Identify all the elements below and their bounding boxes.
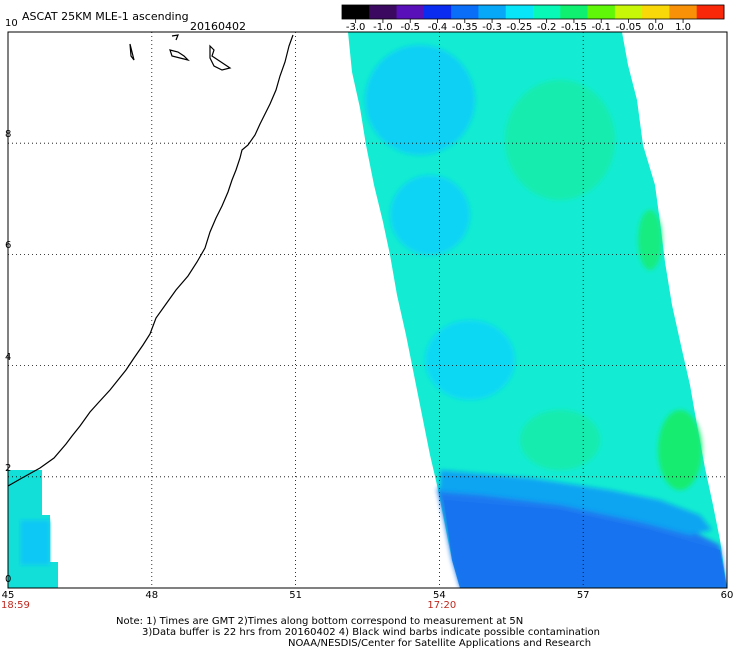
colorbar — [341, 4, 725, 20]
green-patch — [505, 80, 615, 200]
blue-band — [440, 470, 712, 535]
colorbar-tick-label: 1.0 — [675, 22, 692, 33]
colorbar-tick-label: -0.25 — [506, 22, 533, 33]
colorbar-ticks — [355, 19, 684, 23]
blue-band-core — [444, 500, 727, 588]
map-date: 20160402 — [190, 20, 246, 33]
x-axis-tick-label: 48 — [145, 590, 159, 601]
colorbar-segment — [451, 5, 479, 19]
time-label: 18:59 — [1, 600, 30, 611]
note-line-2: 3)Data buffer is 22 hrs from 20160402 4)… — [142, 627, 600, 638]
west-swath — [8, 470, 58, 588]
x-axis-tick-label: 57 — [576, 590, 590, 601]
colorbar-segment — [642, 5, 670, 19]
map-title: ASCAT 25KM MLE-1 ascending — [22, 10, 189, 23]
x-axis-tick-label: 60 — [720, 590, 734, 601]
colorbar-segment — [696, 5, 725, 19]
time-label: 17:20 — [427, 600, 457, 611]
green-patch — [638, 210, 662, 270]
colorbar-frame — [341, 4, 725, 20]
colorbar-tick-label: -0.3 — [482, 22, 502, 33]
x-axis-tick-label: 54 — [433, 590, 446, 601]
x-axis-tick-label: 45 — [1, 590, 15, 601]
colorbar-tick-label: -0.1 — [591, 22, 611, 33]
colorbar-tick-label: -0.05 — [615, 22, 642, 33]
colorbar-segment — [614, 5, 643, 19]
colorbar-segment — [505, 5, 534, 19]
y-axis-tick-label: 4 — [5, 351, 12, 363]
colorbar-segment — [478, 5, 507, 19]
colorbar-tick-label: -0.4 — [427, 22, 448, 33]
island-outline — [171, 34, 179, 41]
island-outline — [169, 49, 190, 62]
island-outline — [209, 44, 232, 71]
note-line-3: NOAA/NESDIS/Center for Satellite Applica… — [288, 638, 592, 649]
island-outline — [129, 43, 135, 61]
y-axis-tick-label: 2 — [5, 462, 12, 474]
colorbar-segment — [669, 5, 698, 19]
grid — [8, 32, 727, 588]
colorbar-segment — [587, 5, 616, 19]
colorbar-tick-label: 0.0 — [647, 22, 664, 33]
cyan-patch — [365, 45, 475, 155]
colorbar-segment — [533, 5, 561, 19]
colorbar-segment — [560, 5, 589, 19]
coastline-path — [7, 34, 294, 487]
colorbar-tick-label: -1.0 — [373, 22, 393, 33]
colorbar-segment — [369, 5, 398, 19]
green-patch — [658, 410, 702, 490]
y-axis-tick-label: 10 — [5, 18, 18, 29]
cyan-patch — [390, 175, 470, 255]
colorbar-tick-label: -0.2 — [536, 22, 557, 33]
colorbar-segment — [342, 5, 370, 19]
swath-base — [348, 32, 727, 588]
colorbar-tick-label: -0.35 — [451, 22, 478, 33]
x-axis-tick-label: 51 — [289, 590, 302, 601]
colorbar-tick-label: -0.5 — [400, 22, 420, 33]
plot-frame — [7, 31, 728, 589]
y-axis-tick-label: 8 — [5, 129, 12, 141]
colorbar-segment — [396, 5, 425, 19]
coastline — [7, 34, 294, 487]
main-swath — [348, 32, 727, 588]
colorbar-tick-label: -3.0 — [345, 22, 366, 33]
y-axis-tick-label: 0 — [5, 574, 12, 585]
y-axis-tick-label: 6 — [5, 240, 12, 252]
green-patch — [520, 410, 600, 470]
colorbar-segment — [423, 5, 452, 19]
note-line-1: Note: 1) Times are GMT 2)Times along bot… — [116, 616, 524, 627]
colorbar-tick-label: -0.15 — [560, 22, 587, 33]
cyan-patch — [425, 320, 515, 400]
